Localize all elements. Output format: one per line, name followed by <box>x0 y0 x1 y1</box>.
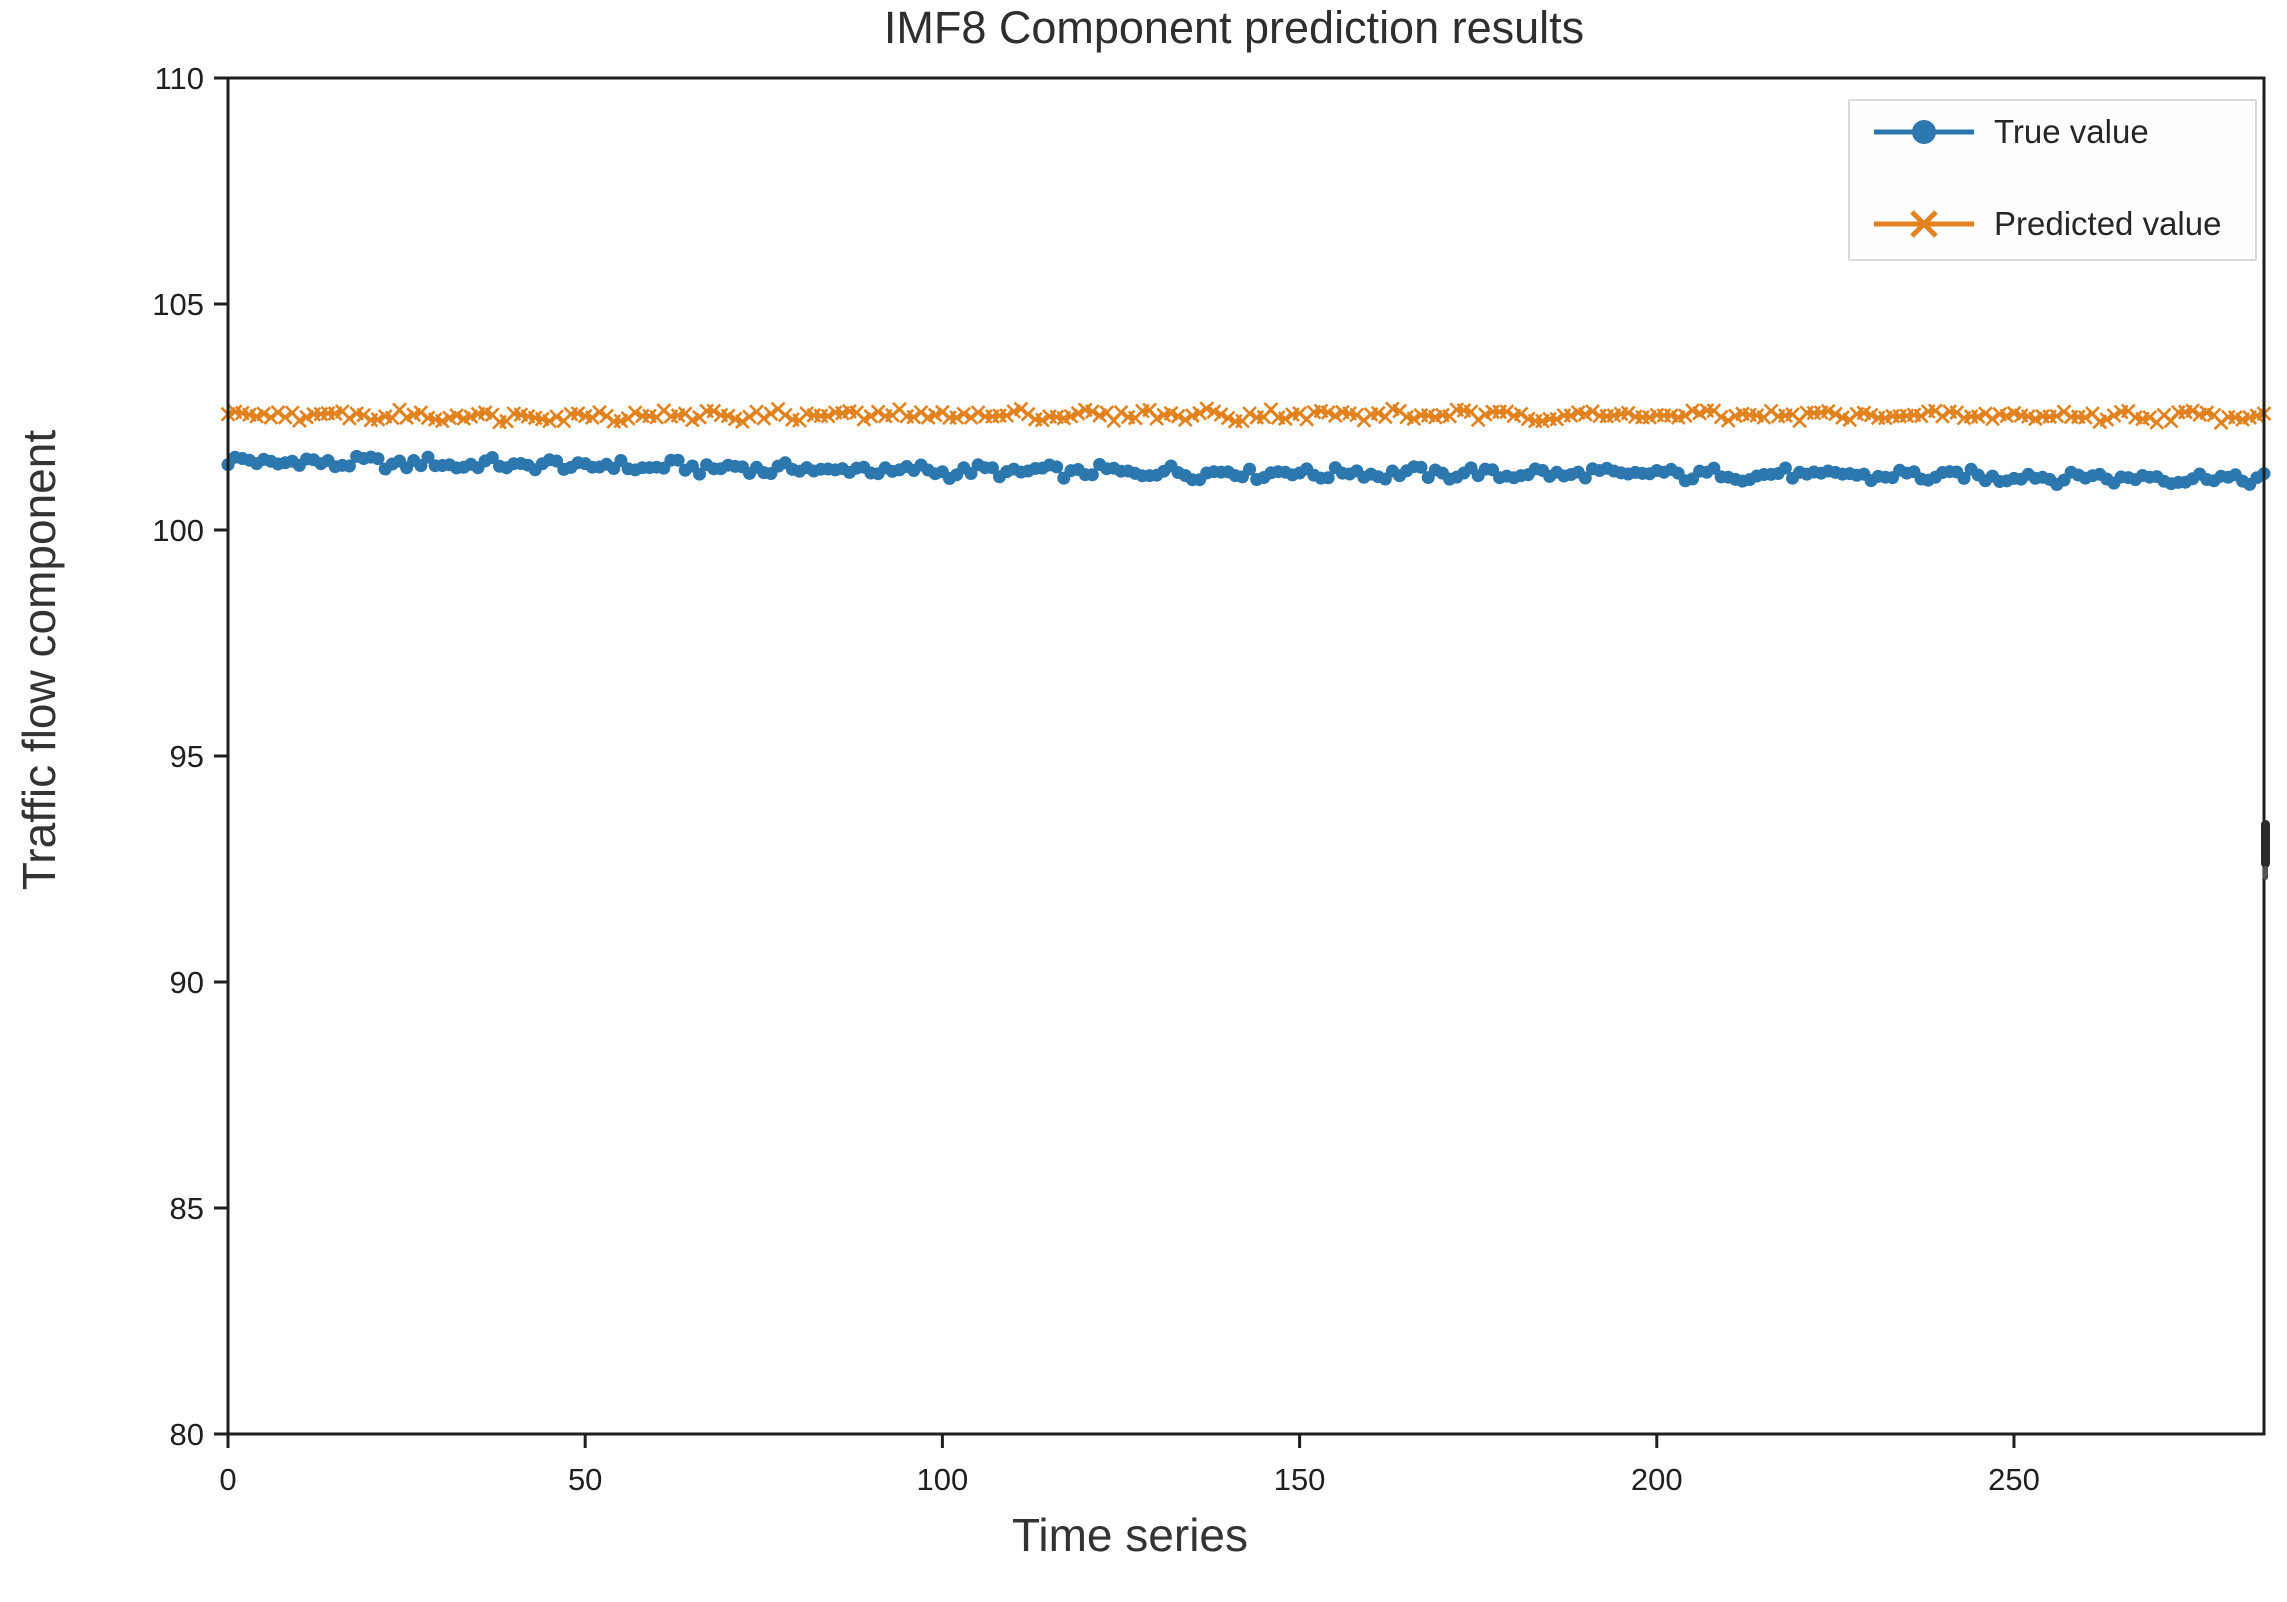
svg-text:85: 85 <box>170 1191 204 1226</box>
svg-text:0: 0 <box>219 1462 236 1497</box>
right-edge-artifact <box>2261 820 2270 868</box>
svg-text:105: 105 <box>152 287 204 322</box>
x-axis-label: Time series <box>1012 1509 1248 1561</box>
svg-text:100: 100 <box>917 1462 969 1497</box>
chart-title: IMF8 Component prediction results <box>883 2 1585 53</box>
legend-label-true-value: True value <box>1994 113 2149 150</box>
right-edge-artifact-notch <box>2263 866 2268 880</box>
svg-text:150: 150 <box>1274 1462 1326 1497</box>
svg-text:100: 100 <box>152 513 204 548</box>
svg-text:200: 200 <box>1631 1462 1683 1497</box>
svg-text:80: 80 <box>170 1417 204 1452</box>
svg-text:50: 50 <box>568 1462 602 1497</box>
line-circle-marker-icon <box>1874 120 1974 144</box>
legend: True value Predicted value <box>1848 99 2257 261</box>
line-x-marker-icon <box>1874 210 1974 238</box>
svg-text:250: 250 <box>1988 1462 2040 1497</box>
svg-text:90: 90 <box>170 965 204 1000</box>
legend-item-predicted-value: Predicted value <box>1870 205 2241 243</box>
legend-label-predicted-value: Predicted value <box>1994 205 2222 242</box>
svg-text:110: 110 <box>155 61 204 96</box>
svg-text:95: 95 <box>170 739 204 774</box>
legend-item-true-value: True value <box>1870 113 2241 151</box>
